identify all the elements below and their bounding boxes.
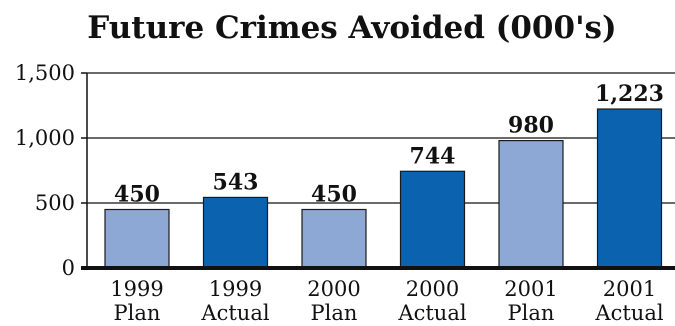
value-labels: 450 543 450 744 980 1,223	[114, 81, 664, 207]
x-tick-label-year: 2000	[406, 277, 459, 301]
y-tick-label: 0	[62, 256, 75, 280]
x-tick-label-kind: Plan	[508, 301, 555, 325]
y-tick-label: 500	[35, 191, 75, 215]
x-tick-label-kind: Plan	[114, 301, 161, 325]
value-label: 450	[114, 182, 160, 208]
y-axis-tick-labels: 0 500 1,000 1,500	[15, 61, 87, 280]
x-tick-label-kind: Actual	[200, 301, 269, 325]
x-tick-label-year: 2001	[504, 277, 557, 301]
value-label: 450	[311, 182, 357, 208]
y-tick-label: 1,500	[15, 61, 75, 85]
bars	[105, 109, 662, 268]
y-tick-label: 1,000	[15, 126, 75, 150]
chart-title: Future Crimes Avoided (000's)	[87, 10, 616, 46]
value-label: 543	[213, 169, 259, 195]
bar-1999-actual	[204, 197, 268, 268]
bar-2000-actual	[401, 171, 465, 268]
value-label: 744	[410, 143, 456, 169]
bar-1999-plan	[105, 210, 169, 269]
x-tick-label-kind: Actual	[594, 301, 663, 325]
value-label: 1,223	[595, 81, 664, 107]
gridlines	[87, 73, 675, 203]
bar-2001-actual	[598, 109, 662, 268]
x-axis-category-labels: 1999Plan1999Actual2000Plan2000Actual2001…	[110, 277, 664, 325]
x-tick-label-year: 2000	[307, 277, 360, 301]
x-tick-label-year: 1999	[110, 277, 163, 301]
x-tick-label-kind: Plan	[311, 301, 358, 325]
bar-2000-plan	[302, 210, 366, 269]
bar-2001-plan	[499, 141, 563, 268]
x-tick-label-kind: Actual	[397, 301, 466, 325]
x-tick-label-year: 2001	[603, 277, 656, 301]
value-label: 980	[508, 113, 554, 139]
x-tick-label-year: 1999	[209, 277, 262, 301]
axes	[81, 73, 675, 268]
